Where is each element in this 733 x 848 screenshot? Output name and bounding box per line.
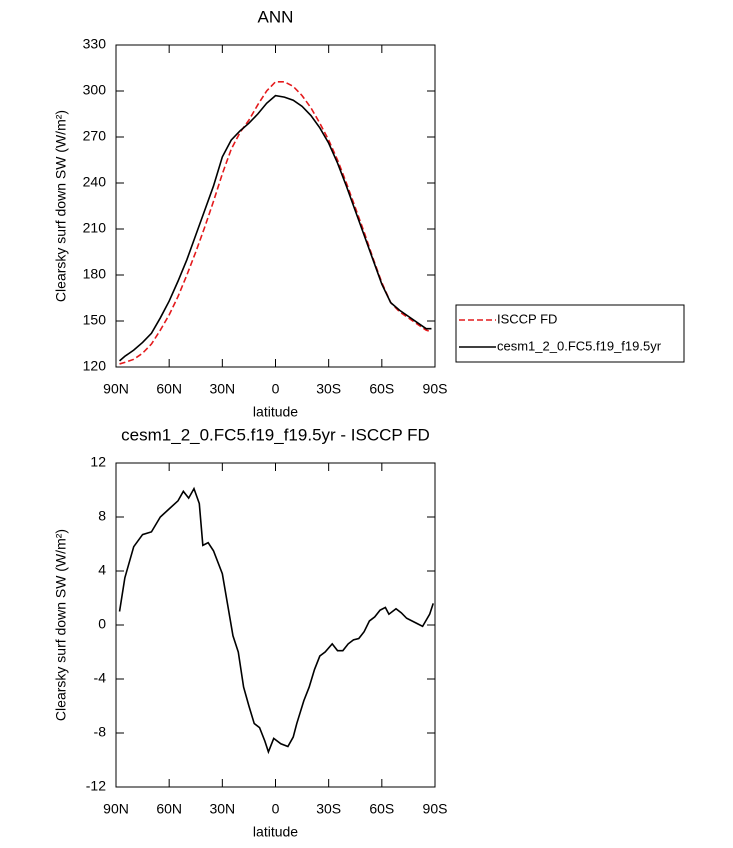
y-tick-label: -4 [94,670,107,686]
plot-frame [115,462,436,788]
legend-label: cesm1_2_0.FC5.f19_f19.5yr [497,338,662,353]
x-axis-label: latitude [253,404,298,420]
x-tick-label: 90S [423,801,448,817]
y-tick-label: 270 [83,128,107,144]
y-axis-label: Clearsky surf down SW (W/m²) [53,529,69,721]
data-line [119,94,432,362]
x-tick-label: 90S [423,381,448,397]
y-tick-label: 210 [83,220,107,236]
x-tick-label: 30N [209,381,235,397]
x-tick-label: 60N [156,381,182,397]
y-tick-label: 4 [98,562,106,578]
y-tick-label: 0 [98,616,106,632]
plot-frame [115,44,436,368]
x-tick-label: 30N [209,801,235,817]
chart-title: ANN [258,7,294,26]
legend-box [455,304,685,363]
x-tick-label: 60S [369,381,394,397]
y-tick-label: -8 [94,724,107,740]
y-tick-label: 180 [83,266,107,282]
chart-title: cesm1_2_0.FC5.f19_f19.5yr - ISCCP FD [121,425,430,444]
x-tick-label: 90N [103,801,129,817]
legend-label: ISCCP FD [497,311,557,326]
x-tick-label: 0 [272,801,280,817]
y-tick-label: 330 [83,36,107,52]
y-tick-label: 8 [98,508,106,524]
data-line [119,81,432,365]
y-tick-label: -12 [86,778,106,794]
x-tick-label: 60S [369,801,394,817]
data-line [118,486,434,755]
y-tick-label: 120 [83,358,107,374]
x-tick-label: 30S [316,801,341,817]
y-tick-label: 240 [83,174,107,190]
y-tick-label: 12 [90,454,106,470]
y-tick-label: 300 [83,82,107,98]
x-axis-label: latitude [253,824,298,840]
y-axis-label: Clearsky surf down SW (W/m²) [53,110,69,302]
x-tick-label: 0 [272,381,280,397]
x-tick-label: 90N [103,381,129,397]
x-tick-label: 30S [316,381,341,397]
x-tick-label: 60N [156,801,182,817]
y-tick-label: 150 [83,312,107,328]
